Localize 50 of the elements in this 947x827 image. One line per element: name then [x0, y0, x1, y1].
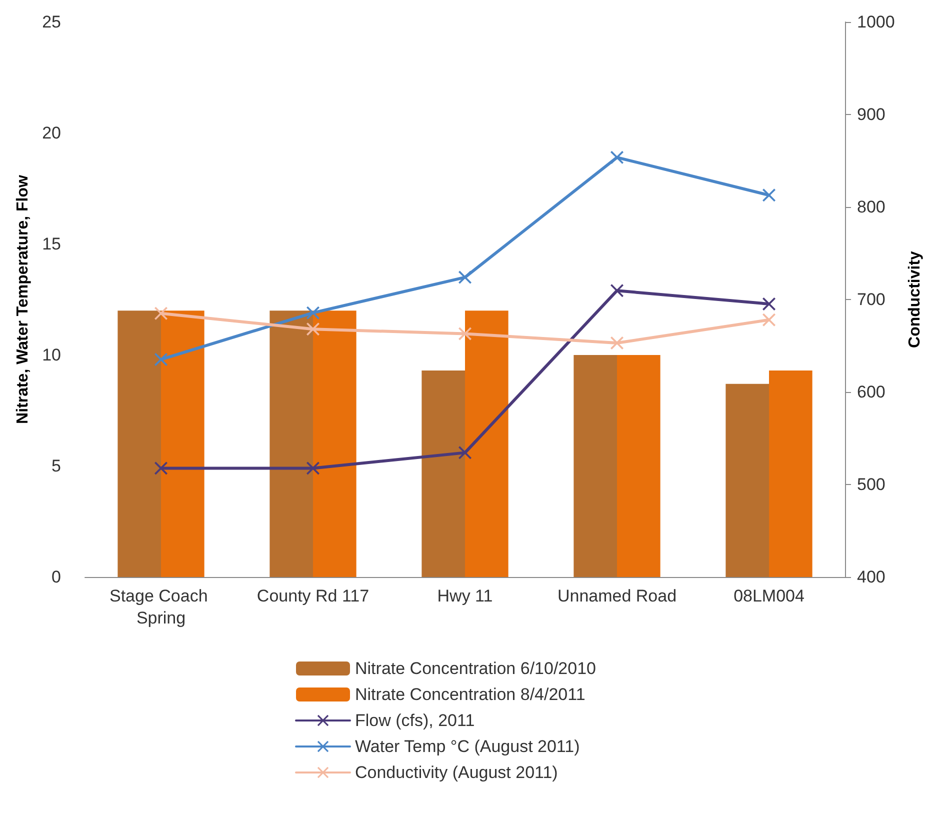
point [154, 352, 168, 366]
point [458, 327, 472, 340]
bar [422, 370, 465, 577]
y2-tick-label: 700 [857, 290, 886, 309]
bar [313, 310, 356, 577]
bar [574, 355, 617, 577]
y2-tick-label: 600 [857, 382, 886, 402]
legend-label: Water Temp °C (August 2011) [355, 737, 580, 756]
legend-label: Conductivity (August 2011) [355, 763, 558, 782]
y2-axis-title: Conductivity [906, 250, 924, 348]
y-tick-label: 20 [42, 124, 61, 142]
x-tick-label: Stage Coach Spring [109, 586, 213, 628]
y-tick-label: 0 [52, 568, 61, 586]
point [154, 462, 168, 475]
bar [161, 310, 204, 577]
bar [118, 310, 161, 577]
y2-tick-label: 900 [857, 105, 886, 124]
point [610, 284, 624, 298]
x-tick-label: County Rd 117 [256, 586, 370, 606]
point [762, 313, 776, 326]
point [610, 336, 624, 350]
point [154, 306, 168, 320]
point [762, 297, 776, 310]
x-tick-label: Unnamed Road [557, 586, 677, 606]
y-tick-label: 25 [42, 12, 61, 32]
y-tick-label: 15 [42, 234, 61, 254]
bar [465, 310, 508, 577]
point [458, 270, 472, 284]
y-tick-label: 5 [52, 456, 61, 476]
point [458, 446, 472, 460]
legend-label: Flow (cfs), 2011 [355, 711, 475, 730]
point [610, 150, 624, 164]
y-axis-title: Nitrate, Water Temperature, Flow [14, 174, 32, 424]
y2-tick-label: 500 [857, 475, 886, 494]
bar [270, 310, 313, 577]
legend-label: Nitrate Concentration 8/4/2011 [355, 685, 586, 704]
y2-tick-label: 800 [857, 198, 886, 216]
x-tick-label: Hwy 11 [437, 586, 493, 606]
y-tick-label: 10 [42, 346, 61, 364]
legend-label: Nitrate Concentration 6/10/2010 [355, 659, 596, 678]
bar [617, 355, 660, 577]
bar [726, 384, 769, 577]
x-tick-label: 08LM004 [734, 586, 804, 606]
y2-tick-label: 1000 [857, 12, 895, 32]
point [306, 462, 320, 475]
point [762, 188, 776, 202]
point [306, 306, 320, 320]
point [306, 322, 320, 336]
y2-tick-label: 400 [857, 568, 886, 586]
bar [769, 370, 812, 577]
